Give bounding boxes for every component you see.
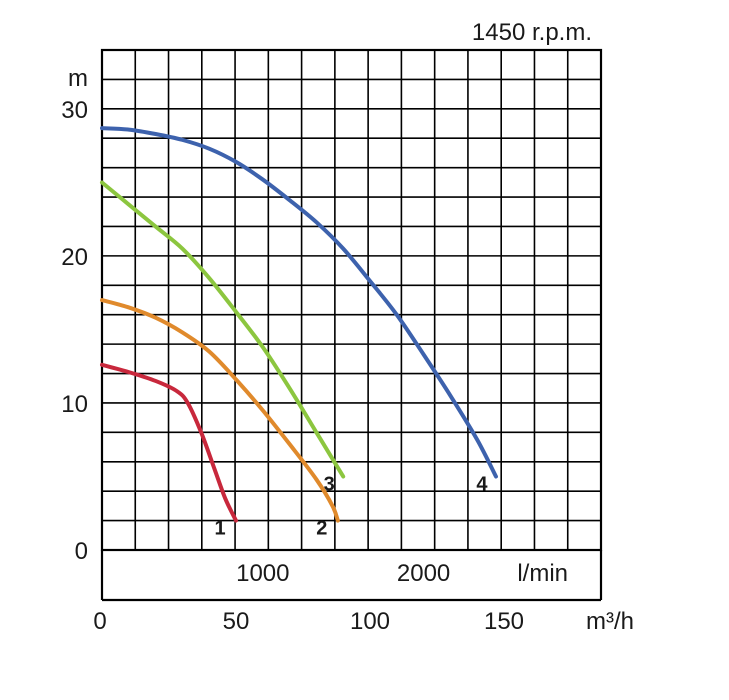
series-label-3: 3 (324, 474, 335, 496)
plot-frame (100, 48, 603, 552)
x-tick-label-m3h: 0 (93, 608, 106, 635)
x-tick-label-m3h: 150 (484, 608, 524, 635)
y-tick-label: 10 (61, 391, 88, 418)
y-axis-unit: m (68, 65, 88, 92)
x-tick-label-lmin: 2000 (397, 560, 450, 587)
y-tick-label: 0 (75, 538, 88, 565)
y-tick-label: 30 (61, 97, 88, 124)
series-curve-1 (100, 362, 238, 523)
series-label-4: 4 (476, 474, 488, 496)
x-tick-label-lmin: 1000 (236, 560, 289, 587)
chart-grid (100, 48, 603, 602)
series-label-2: 2 (316, 518, 327, 540)
x-axis-unit-m3h: m³/h (586, 608, 634, 635)
chart-title: 1450 r.p.m. (472, 19, 592, 46)
y-tick-label: 20 (61, 244, 88, 271)
x-tick-label-m3h: 50 (223, 608, 250, 635)
series-label-1: 1 (214, 518, 225, 540)
x-tick-label-m3h: 100 (350, 608, 390, 635)
x-axis-unit-lmin: l/min (517, 560, 568, 587)
series-curve-3 (100, 180, 346, 479)
series-curve-4 (100, 126, 498, 479)
chart-series (100, 126, 498, 523)
series-curve-2 (100, 298, 340, 523)
